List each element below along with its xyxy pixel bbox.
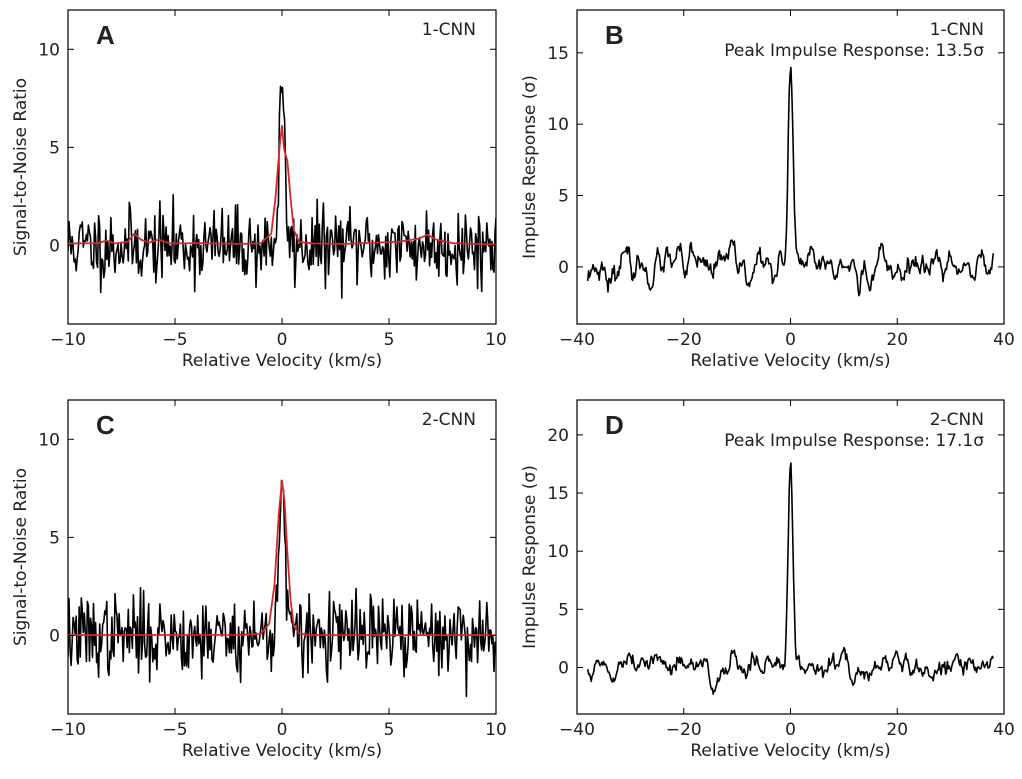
panel-b: −40 −20 0 20 40 0 5 10 15 Relative Velocity (km/s… [520, 9, 1015, 371]
panel-d-x-tick-label: −40 [559, 720, 595, 740]
panel-b-y-tick-label: 5 [558, 187, 569, 207]
panel-c-series-observed [68, 479, 496, 698]
panel-c-y-tick-label: 0 [49, 627, 60, 647]
panel-a-x-tick-label: 5 [384, 330, 395, 350]
panel-c: −10 −5 0 5 10 0 5 10 Relative Velocity (km/s) Sig… [11, 399, 507, 761]
panel-d-y-tick-label: 5 [558, 600, 569, 620]
panel-d-series-observed [586, 462, 995, 695]
panel-d-y-axis-title: Impulse Response (σ) [520, 465, 540, 649]
panel-b-series-observed [586, 66, 995, 297]
panel-a: −10 −5 0 5 10 0 5 10 Relative Velocity (km/s) Sig… [11, 9, 507, 371]
panel-d-y-tick-label: 15 [547, 484, 569, 504]
panel-c-series-fit [68, 479, 496, 636]
panel-d-x-axis-title: Relative Velocity (km/s) [690, 741, 890, 761]
panel-c-x-tick-label: 5 [384, 720, 395, 740]
panel-b-y-tick-label: 15 [547, 44, 569, 64]
panel-d-y-tick-label: 0 [558, 658, 569, 678]
panel-c-model-tag: 2-CNN [422, 410, 476, 430]
panel-b-letter: B [605, 20, 624, 50]
panel-c-x-tick-label: −5 [162, 720, 187, 740]
panel-b-x-axis-title: Relative Velocity (km/s) [690, 351, 890, 371]
panel-b-y-tick-label: 0 [558, 258, 569, 278]
panel-d-x-tick-label: 0 [785, 720, 796, 740]
panel-b-y-tick-label: 10 [547, 115, 569, 135]
panel-a-series-observed [68, 85, 496, 299]
panel-a-y-tick-label: 10 [38, 40, 60, 60]
panel-a-axes-frame [67, 9, 497, 325]
panel-c-y-tick-label: 5 [49, 528, 60, 548]
panel-c-x-tick-label: 0 [277, 720, 288, 740]
panel-d-x-tick-label: 20 [886, 720, 908, 740]
panel-d-y-tick-label: 20 [547, 426, 569, 446]
panel-c-y-tick-label: 10 [38, 430, 60, 450]
panel-b-x-tick-label: 40 [993, 330, 1015, 350]
panel-d-letter: D [605, 410, 624, 440]
panel-b-y-axis-title: Impulse Response (σ) [520, 75, 540, 259]
panel-a-series-fit [68, 124, 496, 246]
panel-d-peak-annotation: Peak Impulse Response: 17.1σ [724, 431, 984, 451]
panel-d-y-tick-label: 10 [547, 542, 569, 562]
panel-b-peak-annotation: Peak Impulse Response: 13.5σ [724, 41, 984, 61]
panel-b-x-tick-label: 20 [886, 330, 908, 350]
panel-b-x-tick-label: −20 [666, 330, 702, 350]
panel-a-y-tick-label: 5 [49, 138, 60, 158]
panel-b-model-tag: 1-CNN [930, 20, 984, 40]
panel-c-x-tick-label: −10 [50, 720, 86, 740]
panel-b-x-tick-label: −40 [559, 330, 595, 350]
panel-c-letter: C [96, 410, 115, 440]
panel-c-y-axis-title: Signal-to-Noise Ratio [11, 468, 31, 646]
panel-a-y-axis-title: Signal-to-Noise Ratio [11, 78, 31, 256]
panel-b-x-tick-label: 0 [785, 330, 796, 350]
panel-a-y-tick-label: 0 [49, 237, 60, 257]
panel-a-x-tick-label: 10 [485, 330, 507, 350]
panel-a-x-tick-label: −5 [162, 330, 187, 350]
panel-a-model-tag: 1-CNN [422, 20, 476, 40]
panel-c-x-axis-title: Relative Velocity (km/s) [182, 741, 382, 761]
panel-a-x-axis-title: Relative Velocity (km/s) [182, 351, 382, 371]
panel-a-letter: A [96, 20, 115, 50]
panel-c-x-tick-label: 10 [485, 720, 507, 740]
panel-d-x-tick-label: 40 [993, 720, 1015, 740]
panel-d-model-tag: 2-CNN [930, 410, 984, 430]
panel-c-axes-frame [67, 399, 497, 715]
panel-d-x-tick-label: −20 [666, 720, 702, 740]
panel-a-x-tick-label: −10 [50, 330, 86, 350]
panel-a-x-tick-label: 0 [277, 330, 288, 350]
